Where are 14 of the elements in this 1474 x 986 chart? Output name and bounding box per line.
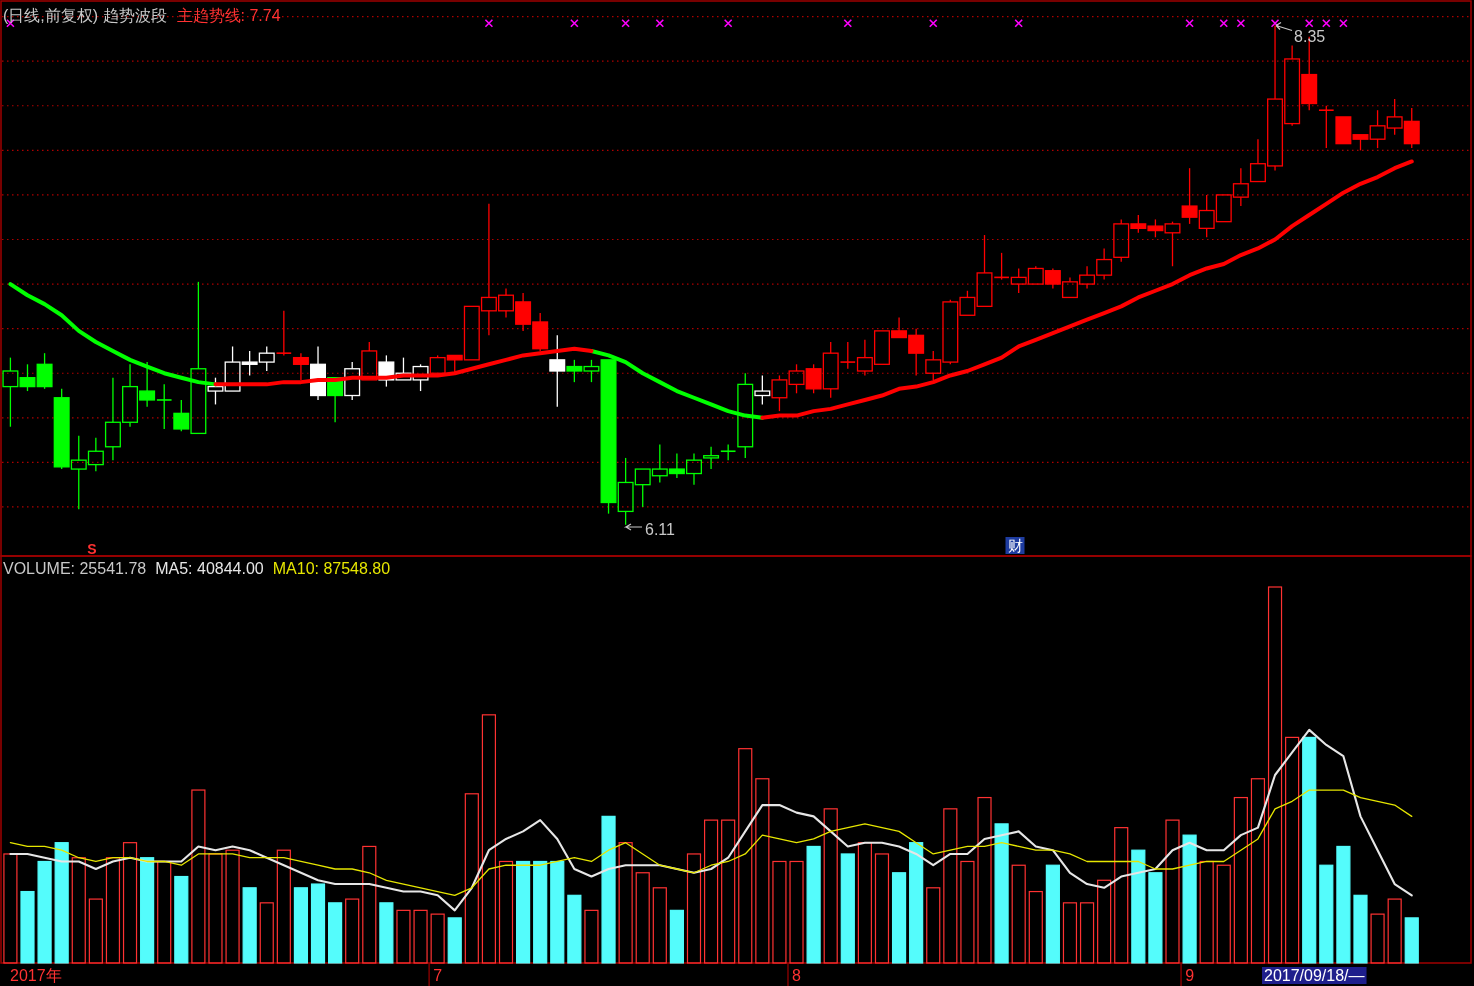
text: 2017/09/18/— — [1264, 967, 1365, 984]
text: 2017年 — [10, 967, 62, 984]
chart-subtitle: 主趋势线: 7.74 — [176, 7, 281, 24]
annotation: 6.11 — [645, 521, 676, 538]
chart-title: (日线,前复权) 趋势波段 — [3, 7, 167, 24]
annotation: 8.35 — [1294, 27, 1326, 45]
text: VOLUME: 25541.78 — [3, 560, 147, 577]
annotation: S — [87, 541, 97, 557]
x-tick-label: 9 — [1185, 967, 1195, 984]
text: MA10: 87548.80 — [272, 560, 391, 577]
annotation: 财 — [1007, 537, 1023, 554]
text: MA5: 40844.00 — [155, 560, 264, 577]
x-tick-label: 7 — [433, 967, 443, 984]
x-tick-label: 8 — [792, 967, 802, 984]
